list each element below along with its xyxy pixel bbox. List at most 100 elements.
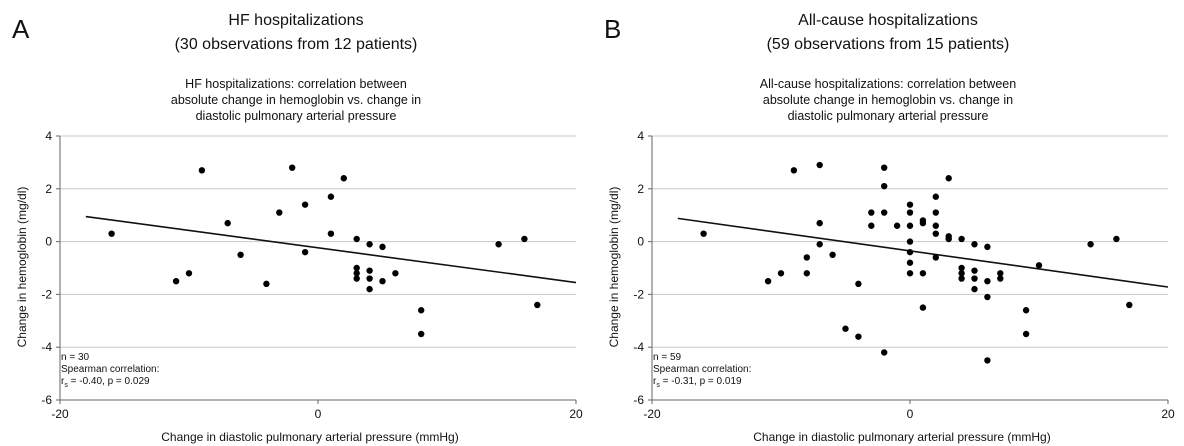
data-point [919,304,927,311]
data-point [906,201,914,208]
data-point [418,330,425,338]
data-point [932,209,939,216]
chart-title-line: diastolic pulmonary arterial pressure [195,109,397,123]
data-point [932,193,939,200]
data-point [521,235,528,243]
data-point [276,209,283,216]
stats-r-symbol: r [653,376,657,387]
data-point [224,219,231,227]
data-point [764,278,772,285]
data-point [816,241,823,248]
data-point [829,251,836,258]
data-point [881,209,888,216]
data-point [868,209,875,216]
data-point [534,301,541,309]
data-point [366,285,373,293]
data-point [932,222,939,229]
x-tick-label: 0 [315,407,322,421]
panel-subheading: (30 observations from 12 patients) [174,36,418,53]
chart-title-line: All-cause hospitalizations: correlation … [759,77,1017,91]
y-tick-label: -4 [41,340,52,354]
data-point [997,270,1004,277]
y-tick-label: 2 [45,182,52,196]
x-axis-title: Change in diastolic pulmonary arterial p… [753,430,1051,444]
data-point [366,241,373,248]
data-point [379,278,386,285]
chart-title-line: absolute change in hemoglobin vs. change… [762,93,1014,107]
y-tick-label: -2 [41,287,52,301]
data-point [971,275,978,282]
stats-r-value: = -0.40, p = 0.029 [67,376,150,387]
data-point [198,167,206,174]
data-point [301,248,309,256]
panel-letter: B [604,14,622,44]
stats-n: n = 59 [653,352,682,363]
data-point [700,230,707,237]
stats-n: n = 30 [61,352,90,363]
data-point [868,222,875,229]
y-tick-label: -6 [633,393,644,407]
data-point [919,270,927,277]
data-point [906,248,914,256]
data-point [108,230,115,237]
stats-r-value: = -0.31, p = 0.019 [659,376,742,387]
data-point [855,280,862,288]
data-point [842,325,849,332]
y-tick-label: -2 [633,287,644,301]
data-point [1126,301,1133,309]
data-point [340,175,347,182]
stats-r-subscript: s [656,382,660,389]
data-point [327,193,335,200]
data-point [906,270,914,277]
data-point [237,251,244,258]
data-point [881,349,888,356]
data-point [366,275,373,282]
x-axis-title: Change in diastolic pulmonary arterial p… [161,430,459,444]
x-tick-label: -20 [51,407,69,421]
panel-letter: A [12,14,30,44]
data-point [1022,330,1030,338]
data-point [301,201,309,208]
data-point [1022,307,1030,314]
x-tick-label: 20 [1161,407,1175,421]
data-point [971,267,978,274]
chart-title-line: HF hospitalizations: correlation between [185,77,407,91]
panel-heading: HF hospitalizations [228,12,364,29]
data-point [881,164,888,171]
data-point [172,278,180,285]
data-point [353,235,360,243]
data-point [881,182,888,190]
data-point [971,285,978,293]
data-point [803,270,810,277]
y-tick-label: -6 [41,393,52,407]
data-point [353,264,360,272]
x-tick-label: 20 [569,407,583,421]
stats-label: Spearman correlation: [61,364,160,375]
data-point [906,259,914,266]
data-point [958,270,965,277]
data-point [353,270,360,277]
data-point [418,307,425,314]
stats-r-subscript: s [64,382,68,389]
data-point [327,230,335,237]
data-point [958,235,965,243]
data-point [803,254,810,261]
data-point [945,235,952,243]
data-point [906,222,914,229]
data-point [790,167,798,174]
chart-title-line: diastolic pulmonary arterial pressure [787,109,989,123]
data-point [919,219,927,227]
data-point [971,241,978,248]
y-axis-title: Change in hemoglobin (mg/dl) [15,186,29,348]
stats-label: Spearman correlation: [653,364,752,375]
data-point [1087,241,1094,248]
panel-heading: All-cause hospitalizations [798,12,978,29]
data-point [777,270,785,277]
regression-line [85,215,577,284]
x-tick-label: 0 [907,407,914,421]
data-point [263,280,270,288]
chart-title-line: absolute change in hemoglobin vs. change… [170,93,422,107]
data-point [289,164,296,171]
data-point [1113,235,1120,243]
